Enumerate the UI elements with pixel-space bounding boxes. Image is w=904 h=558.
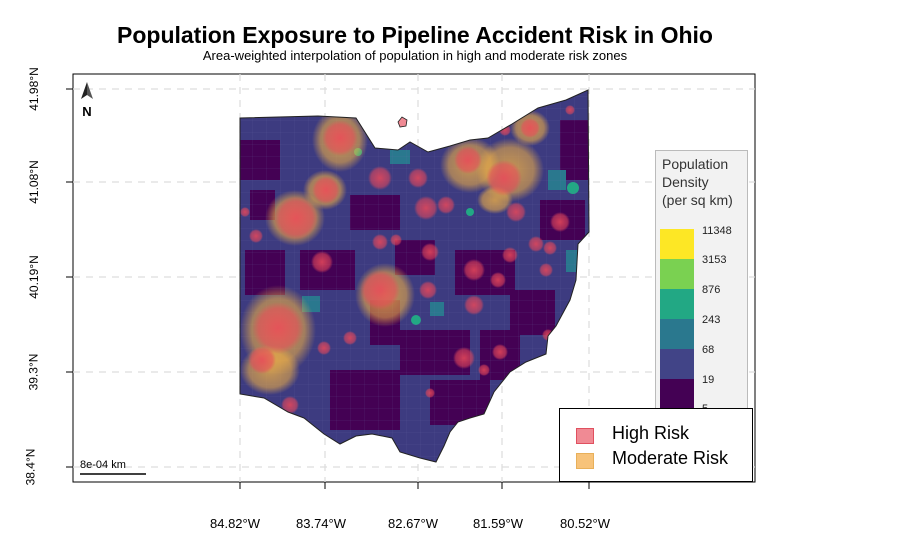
- x-axis-label: 83.74°W: [296, 516, 347, 531]
- moderate-risk-label: Moderate Risk: [612, 448, 729, 468]
- ohio-boundary: [239, 89, 590, 463]
- map-subtitle: Area-weighted interpolation of populatio…: [202, 48, 628, 63]
- high-risk-label: High Risk: [612, 423, 690, 443]
- high-risk-zones: [240, 105, 575, 414]
- axis-ticks: [66, 88, 590, 489]
- legend-swatch: [660, 259, 694, 289]
- plot-frame: [72, 73, 756, 483]
- legend-swatch: [660, 319, 694, 349]
- legend-swatch: [660, 289, 694, 319]
- lake-island: [397, 116, 408, 128]
- north-arrow-icon: [81, 82, 93, 99]
- map-title: Population Exposure to Pipeline Accident…: [117, 22, 713, 48]
- risk-legend: High Risk Moderate Risk: [559, 408, 753, 482]
- legend-swatch: [660, 349, 694, 379]
- density-legend: Population Density (per sq km) 11348 315…: [655, 150, 748, 410]
- legend-swatch: [660, 229, 694, 259]
- legend-value: 11348: [702, 225, 732, 237]
- x-axis-label: 82.67°W: [388, 516, 439, 531]
- legend-swatch: [660, 379, 694, 409]
- high-risk-swatch: [576, 428, 594, 444]
- moderate-risk-swatch: [576, 453, 594, 469]
- y-axis-label: 39.3°N: [26, 353, 41, 391]
- scale-label: 8e-04 km: [80, 459, 126, 471]
- y-axis-label: 38.4°N: [23, 448, 38, 486]
- legend-value: 19: [702, 374, 715, 386]
- x-axis-label: 80.52°W: [560, 516, 611, 531]
- x-axis-label: 84.82°W: [210, 516, 261, 531]
- north-label: N: [82, 104, 91, 119]
- y-axis-label: 41.08°N: [26, 160, 41, 204]
- legend-value: 243: [702, 314, 721, 326]
- density-legend-title: Population Density (per sq km): [662, 156, 733, 208]
- legend-value: 876: [702, 284, 721, 296]
- legend-value: 68: [702, 344, 715, 356]
- legend-value: 5: [702, 403, 709, 409]
- y-axis-label: 41.98°N: [26, 67, 41, 111]
- y-axis-label: 40.19°N: [26, 255, 41, 299]
- legend-value: 3153: [702, 254, 727, 266]
- ohio-density-layer: [240, 90, 589, 462]
- x-axis-label: 81.59°W: [473, 516, 524, 531]
